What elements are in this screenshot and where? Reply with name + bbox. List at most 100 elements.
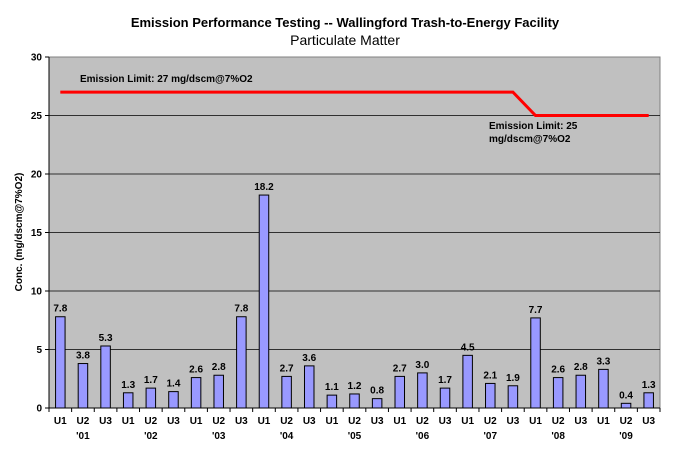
x-tick-label: U2 xyxy=(144,416,157,427)
bar xyxy=(552,377,564,409)
bar xyxy=(122,392,134,409)
data-label: 0.8 xyxy=(370,386,384,397)
x-tick-label: U3 xyxy=(507,416,520,427)
x-year-label: '02 xyxy=(144,431,158,442)
x-year-label: '06 xyxy=(416,431,430,442)
limit-annotation-2-line2: mg/dscm@7%O2 xyxy=(489,134,571,145)
x-year-label: '04 xyxy=(280,431,294,442)
data-label: 5.3 xyxy=(99,333,113,344)
x-tick-label: U1 xyxy=(122,416,135,427)
data-label: 1.1 xyxy=(325,382,339,393)
x-year-label: '09 xyxy=(619,431,633,442)
x-tick-label: U3 xyxy=(99,416,112,427)
bar xyxy=(417,372,428,409)
data-label: 3.8 xyxy=(76,351,90,362)
bar xyxy=(394,375,406,409)
bar xyxy=(575,374,587,409)
data-label: 2.8 xyxy=(212,362,226,373)
data-label: 1.3 xyxy=(121,380,135,391)
chart-title: Emission Performance Testing -- Wallingf… xyxy=(131,15,560,30)
emission-limit-line xyxy=(60,90,649,117)
bar xyxy=(77,363,89,409)
data-label: 18.2 xyxy=(254,182,274,193)
limit-annotation-1: Emission Limit: 27 mg/dscm@7%O2 xyxy=(80,74,253,85)
x-tick-label: U2 xyxy=(280,416,293,427)
data-label: 2.8 xyxy=(574,362,588,373)
y-tick-label: 30 xyxy=(31,53,43,64)
data-label: 7.7 xyxy=(529,305,543,316)
data-label: 2.7 xyxy=(280,363,294,374)
x-year-label: '07 xyxy=(484,431,498,442)
data-label: 7.8 xyxy=(234,304,248,315)
x-tick-label: U2 xyxy=(348,416,361,427)
x-year-label: '01 xyxy=(76,431,90,442)
data-label: 1.2 xyxy=(348,381,362,392)
y-tick-label: 10 xyxy=(31,287,43,298)
bar xyxy=(236,316,247,409)
data-label: 1.3 xyxy=(642,380,656,391)
bar xyxy=(326,394,338,409)
bar xyxy=(485,382,496,409)
data-label: 1.9 xyxy=(506,373,520,384)
x-tick-label: U1 xyxy=(325,416,338,427)
x-axis-years: '01 '02 '03 '04 '05 '06 '07 '08 '09 xyxy=(76,431,633,442)
x-tick-label: U1 xyxy=(529,416,542,427)
data-label: 2.6 xyxy=(551,365,565,376)
x-tick-label: U1 xyxy=(393,416,406,427)
bar xyxy=(643,392,654,409)
x-tick-label: U3 xyxy=(574,416,587,427)
x-tick-label: U1 xyxy=(54,416,67,427)
data-label: 2.6 xyxy=(189,365,203,376)
bar xyxy=(303,365,315,409)
x-tick-label: U2 xyxy=(416,416,429,427)
x-tick-label: U2 xyxy=(77,416,90,427)
data-label: 3.6 xyxy=(302,353,316,364)
x-tick-label: U1 xyxy=(190,416,203,427)
x-year-label: '05 xyxy=(348,431,362,442)
x-tick-label: U3 xyxy=(371,416,384,427)
bar xyxy=(281,375,292,409)
data-label: 3.0 xyxy=(415,360,429,371)
x-tick-label: U3 xyxy=(167,416,180,427)
limit-annotation-2-line1: Emission Limit: 25 xyxy=(489,121,578,132)
x-tick-label: U3 xyxy=(235,416,248,427)
x-tick-label: U3 xyxy=(439,416,452,427)
y-axis: 0 5 10 15 20 25 30 xyxy=(31,53,660,415)
y-tick-label: 20 xyxy=(31,170,43,181)
data-labels: 7.8 3.8 5.3 1.3 1.7 1.4 2.6 2.8 7.8 18.2 2.7 3.6 1.1… xyxy=(53,182,656,401)
bar xyxy=(145,387,157,409)
x-tick-label: U1 xyxy=(258,416,271,427)
chart-subtitle: Particulate Matter xyxy=(290,32,400,48)
x-year-label: '08 xyxy=(551,431,565,442)
bar xyxy=(349,393,360,409)
y-tick-label: 0 xyxy=(36,404,42,415)
y-axis-label: Conc. (mg/dscm@7%O2) xyxy=(14,173,25,292)
bar xyxy=(620,402,632,409)
data-label: 2.1 xyxy=(483,370,497,381)
x-tick-label: U3 xyxy=(642,416,655,427)
bar xyxy=(100,345,111,409)
data-label: 1.4 xyxy=(167,379,181,390)
data-label: 3.3 xyxy=(596,356,610,367)
bar xyxy=(371,398,383,409)
data-label: 1.7 xyxy=(438,375,452,386)
x-tick-label: U2 xyxy=(212,416,225,427)
bar xyxy=(439,387,451,409)
bar xyxy=(598,368,609,409)
y-tick-label: 5 xyxy=(36,345,42,356)
y-tick-label: 15 xyxy=(31,228,43,239)
bar xyxy=(55,316,66,409)
bar xyxy=(213,374,224,409)
x-tick-label: U1 xyxy=(461,416,474,427)
bar xyxy=(462,354,473,409)
x-year-label: '03 xyxy=(212,431,226,442)
x-tick-label: U2 xyxy=(620,416,633,427)
data-label: 4.5 xyxy=(461,342,475,353)
bar xyxy=(507,385,519,409)
x-tick-label: U1 xyxy=(597,416,610,427)
bar xyxy=(168,391,179,409)
x-tick-label: U3 xyxy=(303,416,316,427)
bar xyxy=(258,194,270,409)
data-label: 1.7 xyxy=(144,375,158,386)
